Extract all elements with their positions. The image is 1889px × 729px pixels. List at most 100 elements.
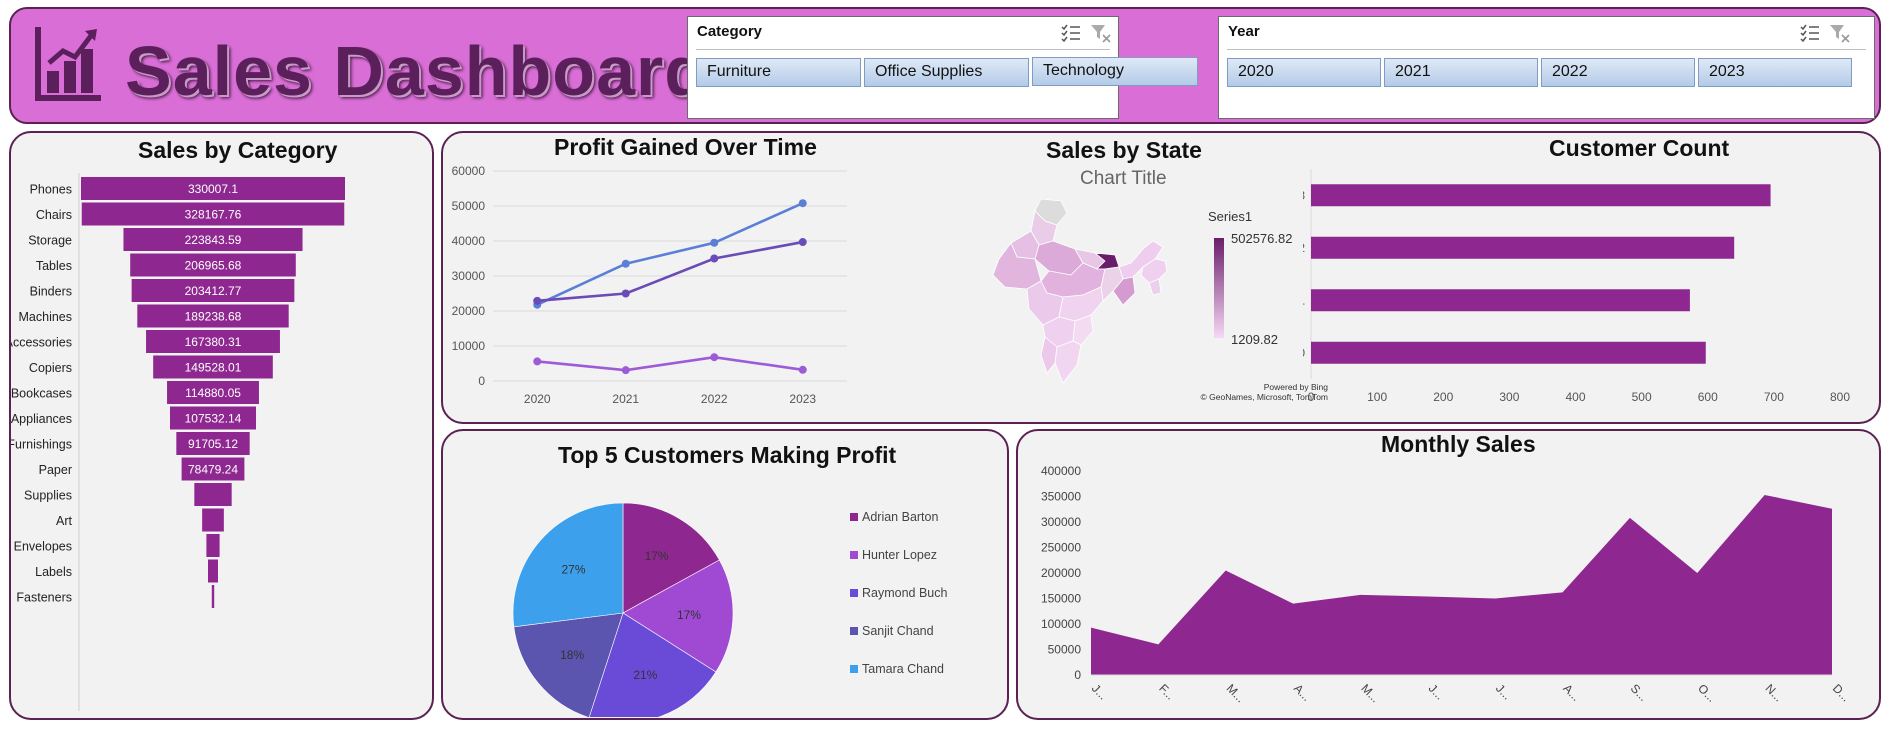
pie-slice bbox=[588, 612, 717, 717]
profit-point bbox=[621, 289, 630, 298]
category-bar bbox=[181, 457, 245, 481]
pie-data-label: 27% bbox=[561, 562, 585, 576]
customer-x-tick: 600 bbox=[1698, 390, 1718, 404]
profit-y-tick: 60000 bbox=[452, 164, 486, 178]
monthly-sales-panel: Monthly Sales 0 50000 100000 150000 200000 25… bbox=[1016, 429, 1881, 720]
customer-x-tick: 800 bbox=[1830, 390, 1850, 404]
slicer-divider bbox=[696, 49, 1110, 50]
monthly-x-tick: M... bbox=[1224, 681, 1248, 705]
monthly-y-tick: 200000 bbox=[1041, 566, 1081, 580]
slicer-item-2020[interactable]: 2020 bbox=[1227, 58, 1381, 87]
monthly-y-tick: 350000 bbox=[1041, 490, 1081, 504]
map-legend-max: 502576.82 bbox=[1231, 231, 1293, 246]
category-bar bbox=[194, 483, 232, 506]
category-bar bbox=[211, 585, 215, 608]
category-label: Accessories bbox=[11, 336, 72, 350]
monthly-y-tick: 300000 bbox=[1041, 515, 1081, 529]
category-label: Phones bbox=[30, 183, 72, 197]
monthly-x-tick: N... bbox=[1763, 681, 1786, 704]
profit-x-tick: 2023 bbox=[789, 392, 816, 406]
bar-chart-icon bbox=[35, 27, 101, 101]
multi-select-icon[interactable] bbox=[1799, 23, 1821, 43]
pie-data-label: 18% bbox=[560, 648, 584, 662]
profit-over-time-title: Profit Gained Over Time bbox=[554, 134, 817, 160]
monthly-x-tick: S... bbox=[1628, 681, 1651, 704]
monthly-y-tick: 0 bbox=[1074, 668, 1081, 682]
top-customers-title: Top 5 Customers Making Profit bbox=[558, 442, 897, 468]
category-label: Tables bbox=[36, 259, 72, 273]
customer-x-tick: 0 bbox=[1308, 390, 1315, 404]
category-data-label: 149528.01 bbox=[185, 361, 242, 375]
customer-y-tick: 2020 bbox=[1303, 346, 1305, 360]
india-map bbox=[992, 198, 1168, 384]
pie-legend-swatch bbox=[850, 627, 858, 635]
monthly-x-tick: A... bbox=[1560, 681, 1583, 704]
profit-point bbox=[798, 199, 807, 208]
category-label: Binders bbox=[30, 285, 72, 299]
category-bar bbox=[208, 559, 218, 583]
monthly-x-tick: J... bbox=[1426, 681, 1447, 702]
slicer-item-2022[interactable]: 2022 bbox=[1541, 58, 1695, 87]
category-label: Chairs bbox=[36, 208, 72, 222]
category-label: Supplies bbox=[24, 489, 72, 503]
profit-y-tick: 20000 bbox=[452, 304, 486, 318]
monthly-sales-area bbox=[1091, 494, 1832, 675]
profit-series-line bbox=[537, 355, 803, 372]
category-data-label: 114880.05 bbox=[185, 386, 241, 400]
map-credit-bing: Powered by Bing bbox=[1263, 382, 1328, 392]
category-bar bbox=[137, 304, 289, 328]
profit-point bbox=[533, 357, 542, 366]
category-label: Machines bbox=[19, 310, 73, 324]
slicer-item-2023[interactable]: 2023 bbox=[1698, 58, 1852, 87]
category-label: Appliances bbox=[11, 412, 72, 426]
category-slicer-label: Category bbox=[697, 23, 763, 40]
pie-legend-label: Sanjit Chand bbox=[862, 624, 934, 638]
clear-filter-icon[interactable] bbox=[1829, 23, 1851, 43]
slicer-item-office-supplies[interactable]: Office Supplies bbox=[864, 58, 1029, 87]
pie-slice bbox=[513, 612, 624, 717]
pie-slice bbox=[622, 502, 720, 614]
dashboard-header: Sales Dashboard Category Furniture Offic… bbox=[9, 7, 1881, 124]
top-customers-pie: 17% 17% 21% 18% 27% Adrian Barton Hunter Lopez… bbox=[512, 502, 948, 717]
category-data-label: 189238.68 bbox=[185, 310, 242, 324]
pie-data-label: 17% bbox=[677, 608, 701, 622]
slicer-item-furniture[interactable]: Furniture bbox=[696, 58, 861, 87]
customer-x-tick: 500 bbox=[1632, 390, 1652, 404]
slicer-divider bbox=[1227, 49, 1866, 50]
pie-legend-swatch bbox=[850, 513, 858, 521]
category-data-label: 78479.24 bbox=[188, 463, 238, 477]
year-slicer: Year 2020 2021 2022 2023 bbox=[1218, 16, 1875, 119]
profit-point bbox=[710, 254, 719, 263]
category-bar bbox=[123, 228, 303, 251]
year-slicer-label: Year bbox=[1228, 23, 1260, 40]
profit-point bbox=[710, 353, 719, 362]
clear-filter-icon[interactable] bbox=[1090, 23, 1112, 43]
slicer-item-2021[interactable]: 2021 bbox=[1384, 58, 1538, 87]
profit-point bbox=[533, 296, 542, 305]
pie-legend-swatch bbox=[850, 589, 858, 597]
map-credit-providers: © GeoNames, Microsoft, TomTom bbox=[1200, 392, 1329, 402]
slicer-item-technology[interactable]: Technology bbox=[1032, 57, 1198, 86]
multi-select-icon[interactable] bbox=[1060, 23, 1082, 43]
category-bar bbox=[81, 177, 345, 200]
monthly-x-tick: J... bbox=[1493, 681, 1514, 702]
sales-by-category-title: Sales by Category bbox=[138, 137, 338, 163]
profit-point bbox=[798, 238, 807, 247]
monthly-y-tick: 50000 bbox=[1048, 643, 1082, 657]
category-bar bbox=[167, 381, 259, 404]
profit-point bbox=[621, 259, 630, 268]
monthly-x-tick: M... bbox=[1358, 681, 1382, 705]
customer-y-tick: 2022 bbox=[1303, 241, 1305, 255]
category-label: Fasteners bbox=[16, 591, 72, 605]
sales-by-category-chart: Phones 330007.1 Chairs 328167.76 Storage 2238… bbox=[11, 173, 345, 711]
category-label: Envelopes bbox=[14, 540, 72, 554]
monthly-x-tick: F... bbox=[1156, 681, 1177, 702]
category-label: Copiers bbox=[29, 361, 72, 375]
pie-legend-swatch bbox=[850, 551, 858, 559]
profit-point bbox=[798, 365, 807, 374]
customer-x-tick: 400 bbox=[1565, 390, 1585, 404]
category-label: Labels bbox=[35, 565, 72, 579]
category-data-label: 206965.68 bbox=[185, 259, 242, 273]
category-label: Bookcases bbox=[11, 387, 72, 401]
monthly-x-tick: J... bbox=[1089, 681, 1110, 702]
